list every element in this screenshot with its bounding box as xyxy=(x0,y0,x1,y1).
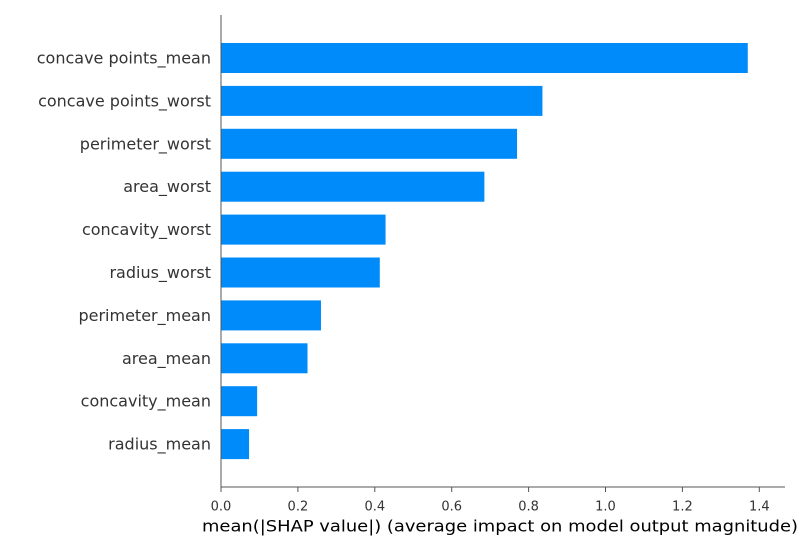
category-label: concave points_mean xyxy=(37,49,211,69)
bar-perimeter-worst xyxy=(221,128,518,159)
bar-area-worst xyxy=(221,171,485,202)
category-label: perimeter_mean xyxy=(78,306,211,326)
x-tick-label: 0.6 xyxy=(441,500,462,515)
bars-layer xyxy=(221,43,748,460)
category-label: perimeter_worst xyxy=(80,134,211,154)
bar-radius-worst xyxy=(221,257,380,288)
bar-concave-points-worst xyxy=(221,85,543,116)
bar-concave-points-mean xyxy=(221,43,748,73)
x-tick-label: 1.0 xyxy=(595,500,616,515)
bar-concavity-mean xyxy=(221,386,258,417)
x-tick-label: 0.4 xyxy=(364,500,385,515)
x-tick-label: 0.0 xyxy=(211,500,232,515)
x-tick-label: 0.2 xyxy=(288,500,309,515)
category-label: concavity_worst xyxy=(82,220,211,240)
x-axis-title: mean(|SHAP value|) (average impact on mo… xyxy=(202,517,798,536)
x-tick-label: 0.8 xyxy=(518,500,539,515)
x-tick-label: 1.2 xyxy=(672,500,693,515)
category-label: area_mean xyxy=(122,349,211,369)
category-label: area_worst xyxy=(123,177,211,197)
x-tick-label: 1.4 xyxy=(749,500,770,515)
bar-area-mean xyxy=(221,343,308,374)
category-label: radius_worst xyxy=(109,263,211,283)
bar-radius-mean xyxy=(221,429,250,460)
bar-concavity-worst xyxy=(221,214,386,245)
category-label: concave points_worst xyxy=(38,91,211,111)
bar-perimeter-mean xyxy=(221,300,321,331)
category-label: concavity_mean xyxy=(81,392,211,412)
category-label: radius_mean xyxy=(108,435,211,455)
x-axis-ticks: 0.0 0.2 0.4 0.6 0.8 1.0 1.2 1.4 xyxy=(211,487,770,515)
